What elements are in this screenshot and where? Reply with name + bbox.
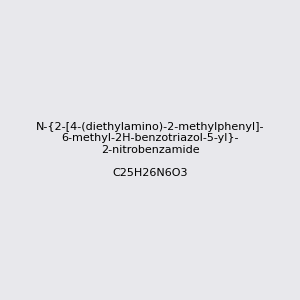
Text: N-{2-[4-(diethylamino)-2-methylphenyl]-
6-methyl-2H-benzotriazol-5-yl}-
2-nitrob: N-{2-[4-(diethylamino)-2-methylphenyl]- … [36,122,264,178]
